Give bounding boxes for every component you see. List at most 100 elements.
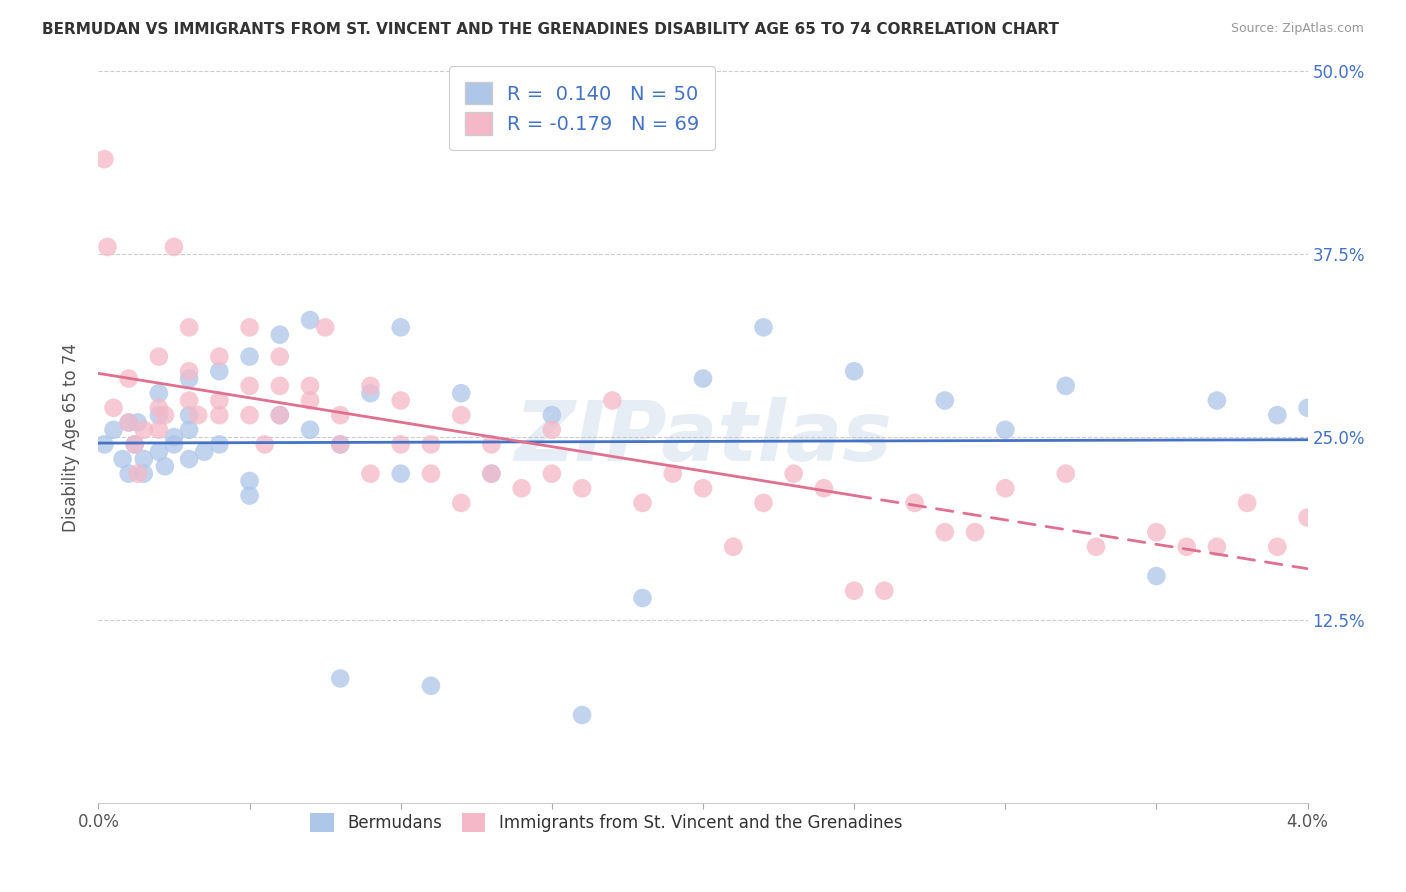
Point [1296, 510, 1319, 524]
Point [93, 152, 115, 166]
Point [193, 444, 215, 458]
Point [127, 467, 149, 481]
Point [510, 481, 533, 495]
Point [602, 393, 624, 408]
Point [481, 467, 503, 481]
Point [208, 350, 231, 364]
Point [148, 408, 170, 422]
Point [187, 408, 209, 422]
Point [253, 437, 276, 451]
Point [1085, 540, 1108, 554]
Point [208, 364, 231, 378]
Point [269, 350, 291, 364]
Point [239, 379, 262, 393]
Point [540, 467, 562, 481]
Point [148, 350, 170, 364]
Point [934, 525, 956, 540]
Point [420, 679, 443, 693]
Point [179, 423, 201, 437]
Text: ZIPatlas: ZIPatlas [515, 397, 891, 477]
Point [360, 379, 382, 393]
Point [148, 386, 170, 401]
Point [148, 423, 170, 437]
Point [723, 540, 745, 554]
Point [1146, 569, 1168, 583]
Point [163, 240, 186, 254]
Point [153, 408, 176, 422]
Point [783, 467, 806, 481]
Point [208, 437, 231, 451]
Text: BERMUDAN VS IMMIGRANTS FROM ST. VINCENT AND THE GRENADINES DISABILITY AGE 65 TO : BERMUDAN VS IMMIGRANTS FROM ST. VINCENT … [42, 22, 1059, 37]
Point [132, 423, 155, 437]
Point [1236, 496, 1258, 510]
Point [103, 423, 125, 437]
Point [360, 386, 382, 401]
Point [153, 459, 176, 474]
Point [692, 481, 714, 495]
Point [132, 452, 155, 467]
Point [844, 364, 866, 378]
Point [540, 408, 562, 422]
Point [481, 437, 503, 451]
Point [965, 525, 987, 540]
Point [103, 401, 125, 415]
Point [631, 496, 654, 510]
Point [450, 386, 472, 401]
Point [934, 393, 956, 408]
Point [163, 430, 186, 444]
Point [692, 371, 714, 385]
Point [299, 423, 322, 437]
Point [269, 379, 291, 393]
Point [450, 408, 472, 422]
Point [389, 320, 412, 334]
Point [179, 408, 201, 422]
Point [179, 452, 201, 467]
Point [329, 437, 352, 451]
Point [118, 467, 141, 481]
Point [661, 467, 683, 481]
Legend: Bermudans, Immigrants from St. Vincent and the Grenadines: Bermudans, Immigrants from St. Vincent a… [297, 800, 915, 846]
Point [132, 467, 155, 481]
Point [239, 489, 262, 503]
Point [148, 401, 170, 415]
Point [179, 364, 201, 378]
Point [118, 416, 141, 430]
Point [179, 393, 201, 408]
Point [329, 437, 352, 451]
Point [118, 371, 141, 385]
Point [96, 240, 118, 254]
Point [1267, 540, 1289, 554]
Point [571, 481, 593, 495]
Point [124, 437, 146, 451]
Point [813, 481, 835, 495]
Point [389, 393, 412, 408]
Point [269, 327, 291, 342]
Point [111, 452, 134, 467]
Point [752, 320, 775, 334]
Point [127, 416, 149, 430]
Point [1175, 540, 1198, 554]
Point [93, 437, 115, 451]
Point [269, 408, 291, 422]
Point [329, 408, 352, 422]
Point [1054, 379, 1077, 393]
Point [299, 379, 322, 393]
Point [360, 467, 382, 481]
Point [118, 416, 141, 430]
Point [904, 496, 927, 510]
Point [299, 313, 322, 327]
Point [1206, 540, 1229, 554]
Point [844, 583, 866, 598]
Point [1054, 467, 1077, 481]
Point [239, 320, 262, 334]
Point [994, 423, 1017, 437]
Point [329, 672, 352, 686]
Point [994, 481, 1017, 495]
Y-axis label: Disability Age 65 to 74: Disability Age 65 to 74 [62, 343, 80, 532]
Point [179, 320, 201, 334]
Point [269, 408, 291, 422]
Point [450, 496, 472, 510]
Point [1327, 510, 1350, 524]
Point [239, 474, 262, 488]
Point [148, 444, 170, 458]
